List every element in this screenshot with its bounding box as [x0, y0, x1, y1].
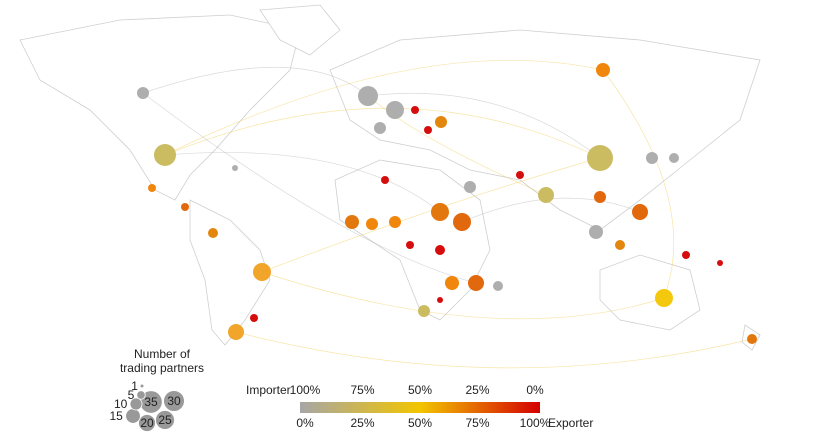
exporter-tick-label: 50% [408, 416, 432, 430]
size-legend-circle [139, 383, 145, 389]
importer-tick-label: 75% [350, 383, 374, 397]
size-legend-label: 25 [158, 413, 172, 427]
exporter-tick-label: 0% [296, 416, 314, 430]
size-legend-circle [138, 414, 156, 432]
importer-label: Importer [246, 383, 291, 397]
size-legend-circle [129, 397, 143, 411]
land [19, 4, 761, 351]
size-legend-label: 10 [114, 397, 128, 411]
exporter-tick-label: 75% [465, 416, 489, 430]
size-legend-label: 35 [144, 395, 158, 409]
size-legend-circle [163, 390, 185, 412]
trade-links [142, 59, 753, 369]
size-legend-title: trading partners [120, 361, 204, 375]
size-legend-label: 15 [110, 409, 124, 423]
size-legend-title: Number of [134, 347, 191, 361]
importer-tick-label: 100% [290, 383, 321, 397]
size-legend-circle [155, 410, 175, 430]
size-legend-circle [125, 408, 141, 424]
exporter-tick-label: 100% [520, 416, 551, 430]
exporter-label: Exporter [548, 416, 593, 430]
importer-tick-label: 25% [465, 383, 489, 397]
country-nodes [137, 63, 757, 344]
size-legend-label: 30 [167, 394, 181, 408]
importer-tick-label: 50% [408, 383, 432, 397]
color-scale-bar [300, 402, 540, 413]
exporter-tick-label: 25% [350, 416, 374, 430]
size-legend-label: 1 [131, 379, 138, 393]
size-legend-label: 5 [128, 388, 135, 402]
importer-tick-label: 0% [526, 383, 544, 397]
size-legend-label: 20 [140, 416, 154, 430]
size-legend-circle [136, 390, 146, 400]
